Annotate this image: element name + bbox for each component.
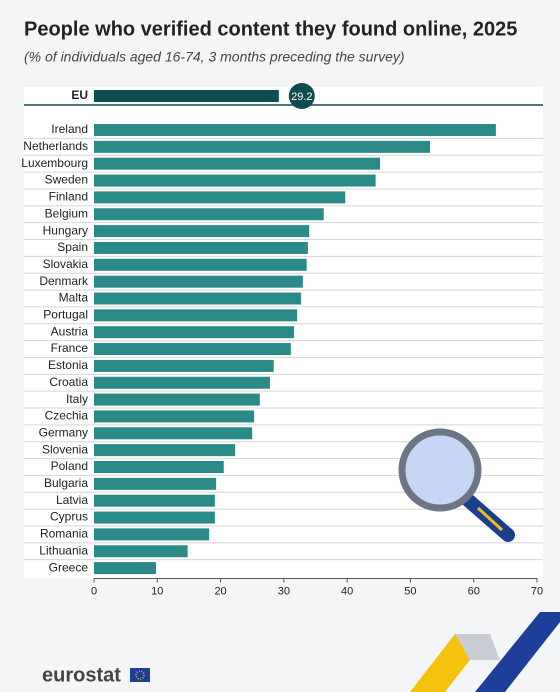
category-label: Bulgaria (44, 476, 88, 490)
bar (94, 140, 431, 153)
bar (94, 461, 224, 473)
category-label: Hungary (43, 223, 88, 237)
bar (94, 393, 260, 406)
value-label: 29.2 (291, 91, 312, 103)
bar (94, 359, 274, 372)
category-label: Czechia (45, 409, 89, 423)
bar (94, 208, 324, 221)
bar (94, 326, 294, 339)
x-tick-label: 70 (531, 585, 543, 597)
x-tick-label: 20 (214, 585, 226, 597)
bar (94, 225, 310, 238)
category-label: Finland (49, 190, 88, 204)
x-tick-label: 40 (341, 585, 353, 597)
category-label: Netherlands (23, 139, 88, 153)
category-label: Croatia (49, 375, 88, 389)
value-badge (288, 83, 315, 109)
footer-logo: eurostat (42, 664, 121, 686)
decoration (410, 612, 560, 692)
bar (94, 275, 303, 288)
category-label: Ireland (51, 122, 88, 136)
chart-title: People who verified content they found o… (24, 18, 517, 40)
bar (94, 477, 217, 490)
category-label: Italy (66, 392, 88, 406)
magnifier-icon (398, 428, 515, 542)
category-label: EU (71, 88, 88, 102)
chart-subtitle: (% of individuals aged 16-74, 3 months p… (24, 49, 405, 65)
bar (94, 191, 346, 204)
category-label: Portugal (43, 308, 88, 322)
eu-flag (130, 668, 150, 682)
x-tick-label: 60 (468, 585, 480, 597)
x-tick-label: 0 (91, 585, 97, 597)
category-label: France (51, 341, 89, 355)
category-label: Greece (49, 560, 89, 574)
bar (94, 376, 270, 389)
category-label: Luxembourg (21, 156, 88, 170)
category-label: Lithuania (39, 543, 88, 557)
category-label: Estonia (48, 358, 88, 372)
bar (94, 511, 215, 524)
category-label: Slovakia (43, 257, 89, 271)
x-tick-label: 50 (404, 585, 416, 597)
bar (94, 90, 279, 102)
bar (94, 309, 298, 322)
bar (94, 494, 215, 507)
x-tick-label: 30 (278, 585, 290, 597)
bar (94, 545, 188, 558)
bar (94, 343, 291, 356)
bar (94, 174, 376, 187)
category-label: Sweden (45, 173, 88, 187)
bar (94, 258, 307, 271)
category-label: Romania (40, 527, 88, 541)
category-label: Poland (51, 459, 88, 473)
bar (94, 410, 255, 423)
category-label: Spain (57, 240, 88, 254)
bar (94, 427, 253, 440)
plot: EU 29.2 Ireland Netherlands Luxembourg Sweden… (21, 83, 543, 597)
category-label: Denmark (39, 274, 89, 288)
category-label: Germany (39, 425, 88, 439)
bar (94, 241, 308, 254)
x-tick-label: 10 (151, 585, 163, 597)
category-label: Malta (59, 291, 89, 305)
bar (94, 444, 236, 457)
category-label: Belgium (45, 206, 88, 220)
bar (94, 292, 301, 305)
bar (94, 562, 157, 575)
category-label: Austria (51, 324, 89, 338)
bar (94, 157, 381, 170)
bar (94, 528, 210, 541)
category-label: Slovenia (42, 442, 88, 456)
category-label: Cyprus (50, 510, 88, 524)
category-label: Latvia (56, 493, 88, 507)
bar (94, 124, 496, 136)
